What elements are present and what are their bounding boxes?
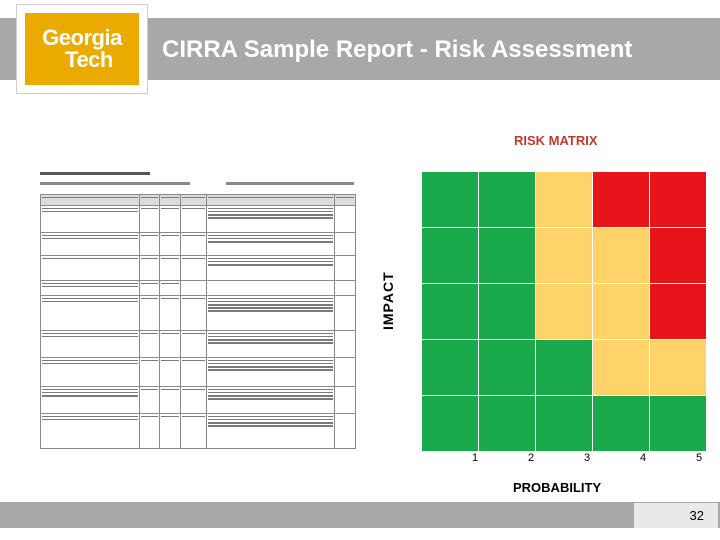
- risk-cell-green: [536, 396, 592, 451]
- risk-cell-red: [593, 172, 649, 227]
- page-number: 32: [689, 508, 704, 523]
- table-row: [40, 357, 356, 387]
- risk-cell-yellow: [536, 228, 592, 283]
- report-subheading-line: [226, 182, 354, 185]
- risk-cell-green: [422, 284, 478, 339]
- risk-cell-green: [479, 172, 535, 227]
- table-row: [40, 255, 356, 281]
- risk-matrix-grid: [422, 172, 716, 454]
- risk-cell-green: [479, 340, 535, 395]
- risk-cell-yellow: [650, 340, 706, 395]
- logo-text-georgia: Georgia: [42, 25, 122, 50]
- slide-title: CIRRA Sample Report - Risk Assessment: [162, 36, 633, 63]
- table-row: [40, 413, 356, 449]
- probability-tick-label: 3: [584, 452, 591, 464]
- report-subheading-line: [40, 182, 190, 185]
- table-row: [40, 194, 356, 206]
- risk-cell-green: [479, 284, 535, 339]
- risk-cell-yellow: [593, 284, 649, 339]
- table-row: [40, 330, 356, 358]
- risk-cell-green: [536, 340, 592, 395]
- risk-cell-red: [650, 172, 706, 227]
- footer-bar: [0, 502, 720, 528]
- logo-text-tech: Tech: [65, 47, 113, 72]
- risk-cell-yellow: [536, 284, 592, 339]
- risk-cell-green: [422, 228, 478, 283]
- risk-cell-green: [593, 396, 649, 451]
- risk-cell-red: [650, 284, 706, 339]
- table-row: [40, 232, 356, 256]
- report-table: [40, 194, 356, 449]
- georgia-tech-logo: Georgia Tech: [16, 4, 148, 94]
- probability-axis-label: PROBABILITY: [513, 480, 602, 495]
- risk-cell-yellow: [593, 340, 649, 395]
- report-thumbnail: [36, 168, 358, 450]
- risk-cell-green: [422, 172, 478, 227]
- probability-tick-label: 5: [696, 452, 703, 464]
- risk-cell-yellow: [536, 172, 592, 227]
- risk-cell-green: [422, 396, 478, 451]
- risk-cell-red: [650, 228, 706, 283]
- impact-axis-label: IMPACT: [380, 271, 396, 330]
- risk-cell-yellow: [593, 228, 649, 283]
- logo-badge: Georgia Tech: [25, 13, 139, 85]
- table-row: [40, 295, 356, 331]
- probability-tick-label: 1: [472, 452, 479, 464]
- probability-tick-label: 2: [528, 452, 535, 464]
- table-row: [40, 280, 356, 296]
- risk-cell-green: [479, 228, 535, 283]
- risk-matrix-title: RISK MATRIX: [514, 133, 598, 148]
- risk-cell-green: [422, 340, 478, 395]
- page-number-box: 32: [634, 503, 718, 528]
- report-heading-line: [40, 172, 150, 175]
- table-row: [40, 386, 356, 414]
- risk-cell-green: [479, 396, 535, 451]
- risk-cell-green: [650, 396, 706, 451]
- table-row: [40, 205, 356, 233]
- probability-tick-label: 4: [640, 452, 647, 464]
